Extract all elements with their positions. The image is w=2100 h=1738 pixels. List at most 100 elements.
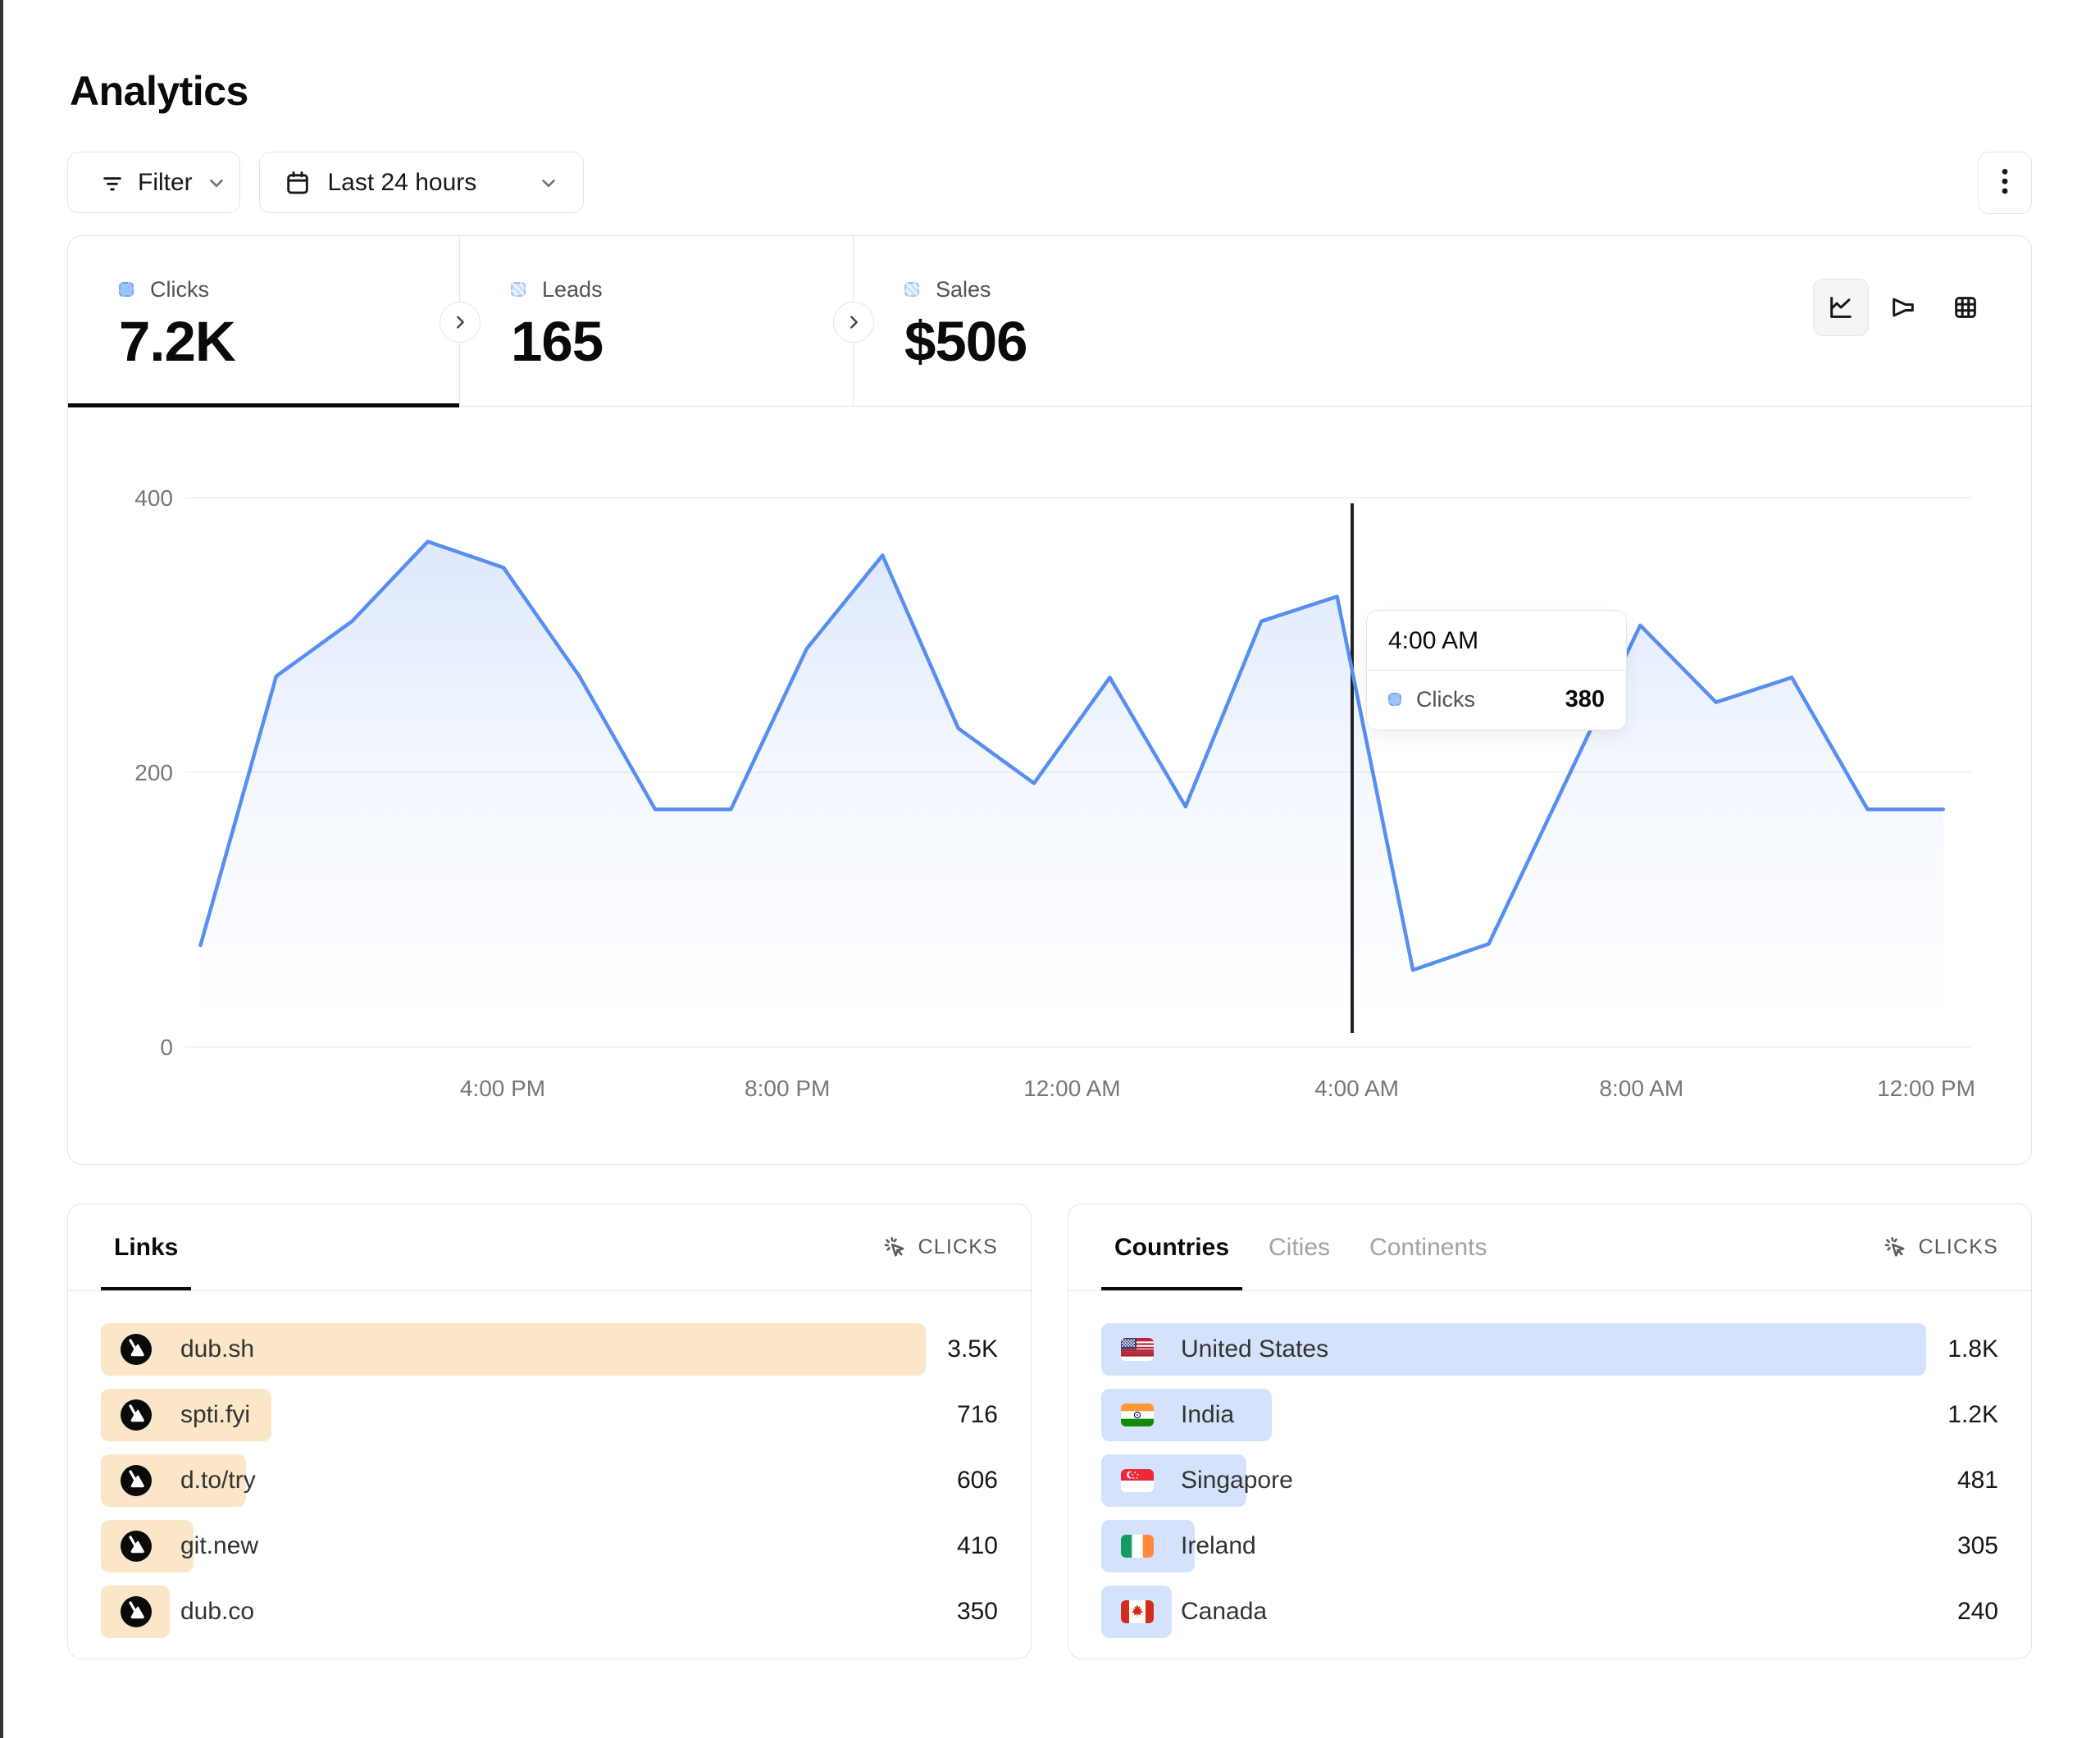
kebab-icon	[1992, 166, 2018, 199]
tooltip-swatch	[1388, 693, 1401, 706]
row-label: git.new	[180, 1532, 259, 1559]
more-menu-button[interactable]	[1978, 152, 2032, 214]
flag-ca-icon	[1121, 1600, 1154, 1623]
list-row[interactable]: dub.co 350	[101, 1586, 998, 1638]
links-panel: Links CLICKS dub.s	[67, 1203, 1032, 1659]
chevron-right-icon	[850, 316, 858, 329]
filter-button-label: Filter	[138, 168, 193, 196]
content: Analytics Filter Last 24 hours	[67, 0, 2032, 1659]
tab-clicks-value: 7.2K	[119, 310, 236, 373]
tooltip-value: 380	[1565, 685, 1605, 712]
list-row[interactable]: Canada 240	[1101, 1586, 1998, 1638]
active-tab-underline	[68, 403, 459, 407]
tooltip-time: 4:00 AM	[1367, 611, 1626, 671]
row-label: d.to/try	[180, 1467, 256, 1494]
dub-logo-icon	[121, 1334, 152, 1365]
list-row[interactable]: Singapore 481	[1101, 1454, 1998, 1507]
row-value: 305	[1957, 1532, 1998, 1559]
row-label: Singapore	[1181, 1467, 1293, 1494]
time-series-chart[interactable]: 0 200 400 4:00 PM 8:00 PM 12:00 AM 4:00 AM 8:00…	[68, 407, 2030, 1164]
x-tick-label: 8:00 PM	[745, 1076, 830, 1101]
countries-panel: Countries Cities Continents CLICKS	[1068, 1203, 2032, 1659]
chart-tooltip: 4:00 AM Clicks 380	[1366, 610, 1627, 730]
tab-links[interactable]: Links	[101, 1204, 192, 1290]
x-tick-label: 12:00 AM	[1023, 1076, 1120, 1101]
row-value: 606	[956, 1467, 998, 1494]
links-panel-header: Links CLICKS	[68, 1204, 1031, 1291]
chart-svg: 0 200 400 4:00 PM 8:00 PM 12:00 AM 4:00 AM 8:00…	[134, 485, 1975, 1101]
list-row[interactable]: spti.fyi 716	[101, 1389, 998, 1441]
links-metric-column: CLICKS	[882, 1235, 998, 1260]
row-value: 481	[1957, 1467, 1998, 1494]
countries-tab-list: Countries Cities Continents	[1101, 1204, 1500, 1290]
countries-metric-column: CLICKS	[1883, 1235, 1998, 1260]
tab-countries[interactable]: Countries	[1101, 1204, 1243, 1290]
row-label: spti.fyi	[180, 1401, 251, 1428]
page-title: Analytics	[70, 68, 248, 114]
row-bar	[1101, 1323, 1926, 1376]
chart-type-switcher	[1813, 279, 1993, 336]
row-value: 1.8K	[1947, 1335, 1998, 1363]
flag-us-icon	[1121, 1338, 1154, 1361]
list-row[interactable]: India 1.2K	[1101, 1389, 1998, 1441]
chart-type-line-button[interactable]	[1813, 279, 1869, 336]
chevron-right-icon	[457, 316, 464, 329]
list-row[interactable]: dub.sh 3.5K	[101, 1323, 998, 1376]
y-tick-label: 0	[160, 1035, 173, 1060]
cursor-click-icon	[1883, 1235, 1908, 1260]
list-row[interactable]: d.to/try 606	[101, 1454, 998, 1507]
dub-logo-icon	[121, 1596, 152, 1627]
funnel-chart-icon	[1889, 293, 1917, 321]
grid-table-icon	[1952, 293, 1979, 321]
tooltip-row: Clicks 380	[1367, 671, 1626, 728]
chart-type-table-button[interactable]	[1938, 279, 1993, 336]
tab-leads-value: 165	[511, 310, 604, 373]
tab-sales-value: $506	[904, 310, 1028, 373]
flag-ie-icon	[1121, 1535, 1154, 1558]
chevron-down-icon	[206, 172, 227, 193]
tab-clicks-label: Clicks	[150, 276, 209, 302]
tab-continents[interactable]: Continents	[1369, 1233, 1487, 1261]
metric-tabs: Clicks 7.2K Leads 165 Sales $506	[68, 236, 2031, 407]
links-tab-list: Links	[101, 1204, 192, 1290]
expand-clicks-button[interactable]	[440, 302, 481, 343]
sales-swatch	[904, 282, 919, 297]
countries-panel-header: Countries Cities Continents CLICKS	[1068, 1204, 2031, 1291]
row-label: dub.sh	[180, 1335, 255, 1363]
tab-leads[interactable]: Leads 165	[460, 236, 854, 406]
analytics-chart-card: Clicks 7.2K Leads 165 Sales $506	[67, 235, 2032, 1165]
expand-leads-button[interactable]	[833, 302, 874, 343]
clicks-swatch	[119, 282, 134, 297]
chevron-down-icon	[538, 172, 559, 193]
row-value: 240	[1957, 1598, 1998, 1625]
filter-button[interactable]: Filter	[67, 152, 240, 213]
dub-logo-icon	[121, 1531, 152, 1562]
row-value: 1.2K	[1947, 1401, 1998, 1428]
list-row[interactable]: United States 1.8K	[1101, 1323, 1998, 1376]
row-label: dub.co	[180, 1598, 255, 1625]
cursor-click-icon	[882, 1235, 908, 1260]
area-fill	[200, 541, 1943, 1047]
toolbar: Filter Last 24 hours	[67, 152, 2032, 214]
list-row[interactable]: git.new 410	[101, 1520, 998, 1572]
flag-in-icon	[1121, 1404, 1154, 1426]
dub-logo-icon	[121, 1465, 152, 1496]
flag-sg-icon	[1121, 1469, 1154, 1492]
row-bar	[101, 1323, 926, 1376]
row-label: Canada	[1181, 1598, 1268, 1625]
tab-cities[interactable]: Cities	[1269, 1233, 1331, 1261]
chart-type-funnel-button[interactable]	[1875, 279, 1931, 336]
countries-list: United States 1.8K India 1.2K Singapore …	[1068, 1291, 2031, 1638]
date-range-button[interactable]: Last 24 hours	[259, 152, 585, 213]
tab-clicks[interactable]: Clicks 7.2K	[68, 236, 460, 407]
y-tick-label: 200	[134, 760, 173, 785]
tab-sales[interactable]: Sales $506	[854, 236, 1247, 406]
countries-metric-label: CLICKS	[1918, 1235, 1998, 1258]
x-tick-label: 4:00 AM	[1314, 1076, 1399, 1101]
window-edge	[0, 0, 3, 1738]
list-row[interactable]: Ireland 305	[1101, 1520, 1998, 1572]
y-tick-label: 400	[134, 485, 173, 511]
tab-leads-label: Leads	[542, 276, 603, 302]
filter-icon	[99, 170, 125, 196]
clicks-line	[198, 539, 1946, 972]
